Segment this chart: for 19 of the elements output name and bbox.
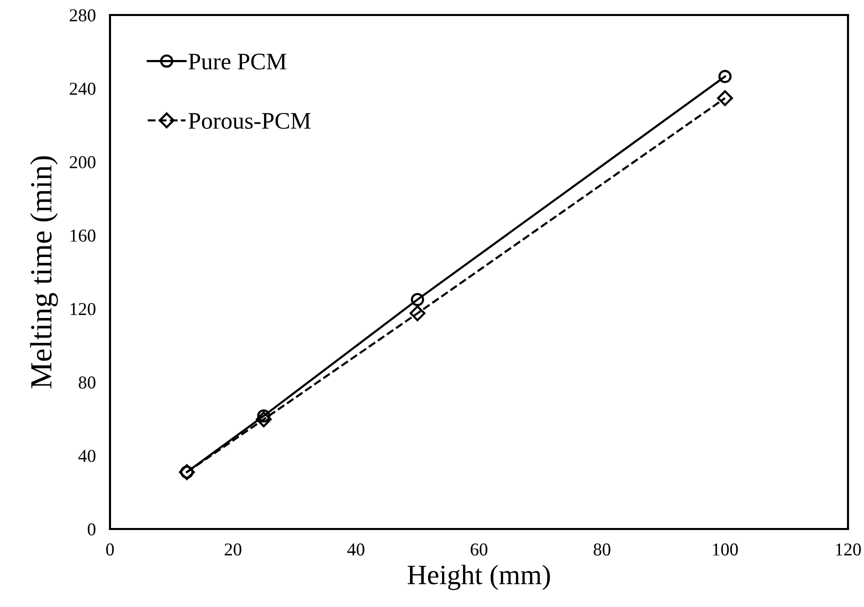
x-tick-label: 20 bbox=[224, 543, 242, 556]
y-tick-label: 280 bbox=[70, 9, 96, 22]
y-tick-label: 80 bbox=[78, 376, 96, 389]
legend-label: Porous-PCM bbox=[188, 113, 311, 129]
y-tick-label: 160 bbox=[70, 230, 96, 242]
x-axis-title: Height (mm) bbox=[408, 564, 550, 590]
x-tick-label: 80 bbox=[594, 543, 610, 556]
x-tick-label: 60 bbox=[470, 543, 488, 556]
x-tick-label: 0 bbox=[106, 543, 114, 556]
x-tick-label: 120 bbox=[836, 543, 861, 556]
y-tick-label: 120 bbox=[70, 302, 96, 316]
x-tick-label: 100 bbox=[713, 543, 738, 556]
y-tick-label: 0 bbox=[88, 523, 96, 536]
x-tick-label: 40 bbox=[347, 543, 364, 556]
legend-label: Pure PCM bbox=[188, 54, 286, 70]
y-axis-title: Melting time (min) bbox=[30, 156, 58, 388]
y-tick-label: 40 bbox=[78, 450, 96, 462]
y-tick-label: 200 bbox=[70, 156, 96, 168]
y-tick-label: 240 bbox=[70, 82, 96, 95]
